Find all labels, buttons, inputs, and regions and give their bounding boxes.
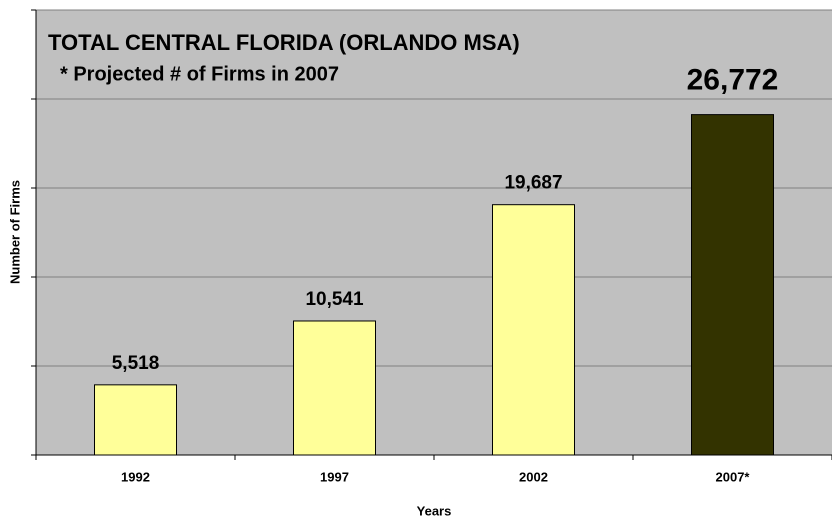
data-label: 26,772 — [687, 64, 779, 97]
x-tick-label: 1992 — [121, 469, 150, 484]
chart-title: TOTAL CENTRAL FLORIDA (ORLANDO MSA) — [48, 30, 520, 55]
bar — [293, 320, 376, 456]
y-axis-title: Number of Firms — [7, 180, 22, 284]
chart-subtitle: * Projected # of Firms in 2007 — [60, 63, 339, 85]
bar — [492, 204, 575, 456]
data-label: 5,518 — [112, 353, 160, 374]
x-tick-label: 2002 — [519, 469, 548, 484]
bar — [94, 384, 177, 456]
x-axis-title: Years — [417, 503, 452, 518]
x-tick-label: 2007* — [716, 469, 751, 484]
data-label: 19,687 — [504, 173, 562, 194]
x-tick-label: 1997 — [320, 469, 349, 484]
data-label: 10,541 — [305, 289, 364, 310]
bar — [691, 114, 774, 456]
